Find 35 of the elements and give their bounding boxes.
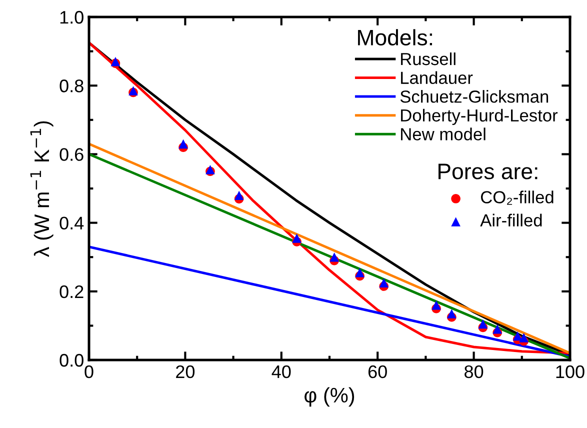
legend-label: Schuetz-Glicksman (400, 90, 548, 103)
y-axis-title: λ (W m$^{−1}$ K$^{−1}$) (30, 121, 54, 258)
legend-label: Landauer (401, 71, 473, 84)
point (330, 252, 339, 262)
point (234, 190, 244, 200)
legend-label: Air-filled (480, 214, 542, 227)
legend-title: Models: (358, 29, 432, 46)
point (492, 324, 502, 334)
x-axis-title: φ (%) (304, 387, 354, 407)
point (178, 139, 188, 149)
legend-label: New model (401, 128, 486, 140)
x-tick-label: 60 (368, 365, 387, 378)
legend-label: Russell (401, 52, 456, 66)
y-tick-label: 0.4 (60, 216, 84, 230)
point (478, 319, 488, 329)
point (292, 234, 302, 243)
point (379, 278, 389, 288)
x-tick-label: 40 (272, 365, 291, 378)
point (512, 331, 522, 341)
point (519, 333, 528, 342)
y-tick-label: 0.8 (60, 80, 84, 92)
legend-label: CO₂-filled (480, 190, 554, 205)
y-tick-label: 0.0 (60, 354, 84, 367)
x-tick-label: 100 (556, 365, 584, 378)
point (447, 309, 456, 318)
y-tick-label: 0.6 (60, 148, 84, 161)
x-tick-label: 80 (464, 365, 484, 378)
point (432, 300, 441, 310)
legend-label: Doherty-Hurd-Lestor (401, 108, 558, 126)
y-tick-label: 0.2 (60, 285, 84, 298)
x-tick-label: 20 (176, 365, 195, 378)
point (355, 268, 364, 278)
y-tick-label: 1.0 (60, 10, 84, 24)
x-tick-label: 0 (84, 365, 94, 378)
annotation: Pores are: (438, 164, 538, 180)
